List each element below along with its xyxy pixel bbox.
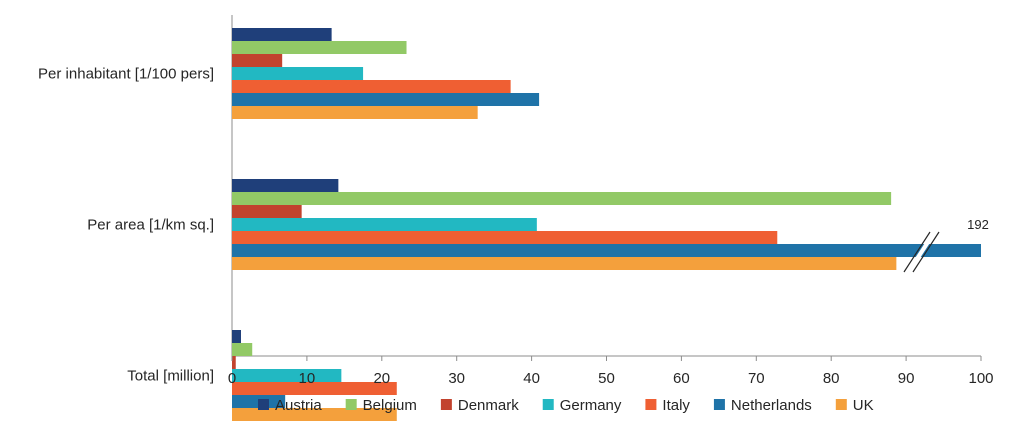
axis-break-label: 192 (967, 217, 989, 232)
bar-italy-2 (232, 382, 397, 395)
axis-break-slash-left (903, 231, 931, 273)
bar-denmark-1 (232, 205, 302, 218)
bar-uk-0 (232, 106, 478, 119)
legend-swatch-germany (542, 399, 554, 410)
category-labels: Per inhabitant [1/100 pers] Per area [1/k… (38, 66, 214, 385)
legend-label-uk: UK (853, 397, 874, 414)
bar-netherlands-0 (232, 93, 540, 106)
category-label: Total [million] (127, 368, 214, 385)
legend-swatch-netherlands (713, 399, 725, 410)
category-label: Per area [1/km sq.] (87, 217, 214, 234)
x-tick-label: 80 (823, 370, 840, 387)
bars (232, 28, 981, 421)
bar-uk-2 (232, 408, 397, 421)
bar-austria-0 (232, 28, 332, 41)
bar-austria-2 (232, 330, 241, 343)
axis-break-slash-right (912, 231, 940, 273)
bar-austria-1 (232, 179, 339, 192)
bar-germany-2 (232, 369, 342, 382)
x-tick-label: 90 (898, 370, 915, 387)
bar-denmark-0 (232, 54, 283, 67)
legend-swatch-denmark (440, 399, 452, 410)
bar-belgium-2 (232, 343, 253, 356)
bar-denmark-2 (232, 356, 236, 369)
x-tick-label: 70 (748, 370, 765, 387)
bar-italy-0 (232, 80, 511, 93)
bar-belgium-1 (232, 192, 892, 205)
legend-swatch-italy (645, 399, 657, 410)
legend-label-netherlands: Netherlands (731, 397, 812, 414)
legend-label-belgium: Belgium (363, 397, 417, 414)
x-tick-label: 10 (299, 370, 316, 387)
legend-label-denmark: Denmark (458, 397, 519, 414)
category-label: Per inhabitant [1/100 pers] (38, 66, 214, 83)
legend-label-italy: Italy (662, 397, 690, 414)
x-tick-label: 30 (448, 370, 465, 387)
legend-swatch-belgium (345, 399, 357, 410)
x-tick-label: 40 (523, 370, 540, 387)
legend-label-austria: Austria (275, 397, 322, 414)
bar-germany-1 (232, 218, 537, 231)
legend: Austria Belgium Denmark Germany Italy Netherl… (258, 397, 874, 414)
bar-netherlands-1 (232, 244, 981, 257)
axis-break-gap (906, 232, 937, 272)
bar-uk-1 (232, 257, 897, 270)
bar-italy-1 (232, 231, 778, 244)
x-tick-label: 100 (968, 370, 993, 387)
legend-label-germany: Germany (560, 397, 622, 414)
x-axis-ticks: 0 10 20 30 40 50 60 70 80 90 100 (228, 356, 994, 387)
x-tick-label: 20 (373, 370, 390, 387)
x-tick-label: 0 (228, 370, 236, 387)
bar-germany-0 (232, 67, 364, 80)
x-tick-label: 60 (673, 370, 690, 387)
x-tick-label: 50 (598, 370, 615, 387)
legend-swatch-austria (258, 399, 269, 410)
legend-swatch-uk (835, 399, 847, 410)
axis-break: 192 (903, 217, 989, 273)
axes (231, 15, 981, 357)
bar-belgium-0 (232, 41, 407, 54)
